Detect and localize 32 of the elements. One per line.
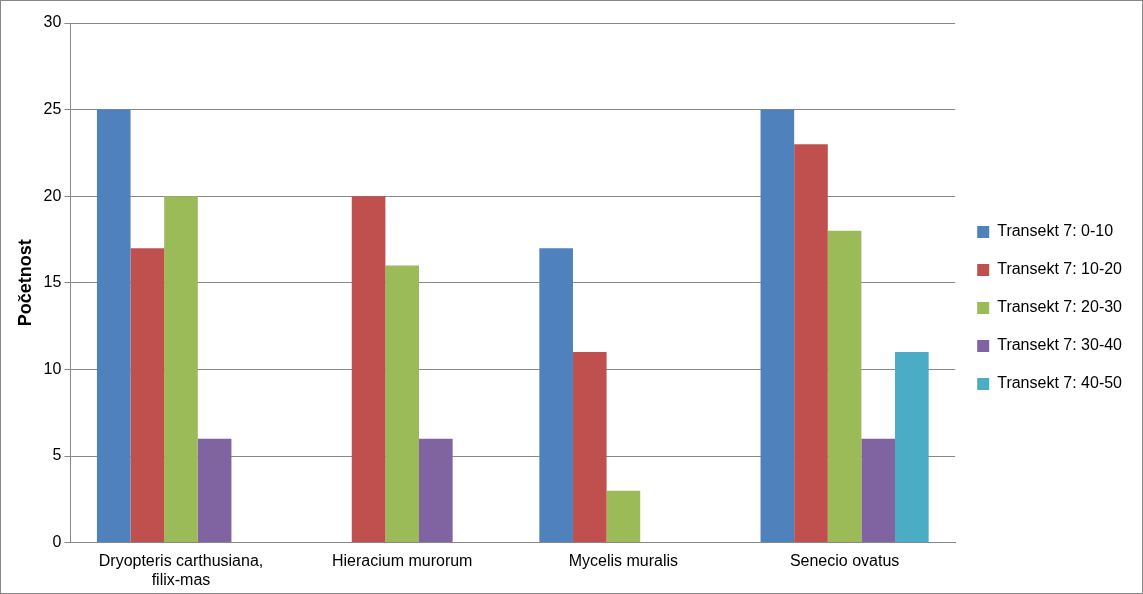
bar: [96, 109, 131, 543]
legend-label: Transekt 7: 0-10: [997, 222, 1114, 240]
bar: [861, 438, 896, 543]
bar: [794, 144, 828, 543]
bar: [419, 438, 453, 543]
legend-label: Transekt 7: 10-20: [997, 260, 1123, 278]
y-tick-label: 0: [52, 533, 62, 551]
bar: [760, 109, 795, 543]
bar: [895, 352, 929, 543]
x-tick-label: Hieracium murorum: [331, 551, 473, 569]
legend-label: Transekt 7: 20-30: [997, 298, 1123, 316]
y-axis-title: Početnost: [14, 239, 35, 327]
bar: [130, 248, 165, 543]
y-tick-label: 5: [52, 446, 62, 464]
x-tick-label: Mycelis muralis: [568, 551, 679, 569]
y-tick-label: 25: [43, 100, 62, 118]
y-tick-label: 15: [43, 273, 62, 291]
y-tick-label: 20: [43, 186, 62, 204]
bar: [197, 438, 232, 543]
bar: [351, 196, 386, 543]
y-tick-label: 30: [43, 13, 62, 31]
x-tick-label: Senecio ovatus: [789, 551, 900, 569]
bar: [539, 248, 573, 543]
bar: [606, 490, 641, 543]
legend-label: Transekt 7: 40-50: [997, 374, 1123, 392]
bar: [827, 230, 862, 543]
x-tick-label: Dryopteris carthusiana, filix-mas: [98, 551, 264, 588]
bar: [385, 265, 420, 543]
bar: [572, 352, 607, 543]
legend-label: Transekt 7: 30-40: [997, 336, 1123, 354]
bar: [164, 196, 198, 543]
y-tick-label: 10: [43, 359, 62, 377]
